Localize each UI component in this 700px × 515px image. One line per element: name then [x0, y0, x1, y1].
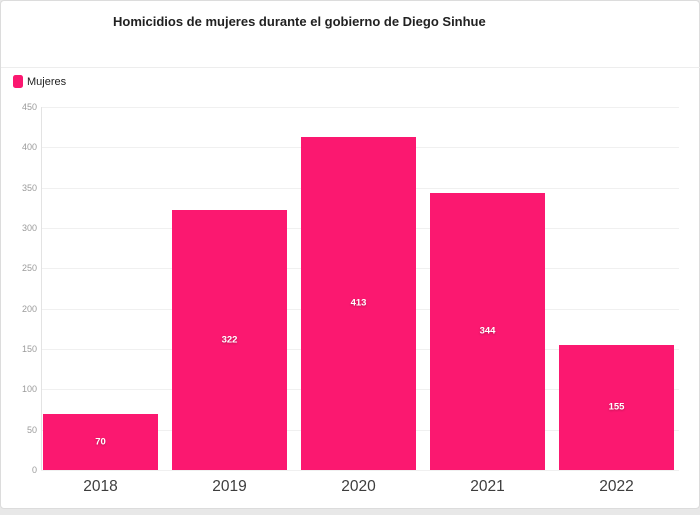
y-tick-label: 250 [21, 263, 37, 273]
x-tick-label: 2022 [599, 478, 634, 495]
y-axis-line [41, 107, 42, 470]
bar-value-label: 344 [479, 325, 496, 337]
y-tick-label: 0 [31, 465, 37, 475]
bar-2018[interactable]: 70 [43, 413, 158, 470]
bar-2019[interactable]: 322 [172, 210, 287, 470]
legend: Mujeres [13, 75, 66, 88]
bar-2021[interactable]: 344 [430, 192, 545, 470]
y-tick-label: 150 [21, 344, 37, 354]
y-tick-label: 200 [21, 304, 37, 314]
y-tick-label: 450 [21, 102, 37, 112]
chart-title: Homicidios de mujeres durante el gobiern… [113, 14, 486, 29]
legend-label: Mujeres [27, 75, 67, 88]
y-tick-label: 50 [26, 425, 37, 435]
bar-value-label: 155 [608, 401, 625, 413]
header-divider [1, 67, 700, 68]
legend-swatch [13, 75, 23, 88]
bar-value-label: 322 [221, 334, 238, 346]
bar-2022[interactable]: 155 [559, 344, 674, 470]
y-tick-label: 300 [21, 223, 37, 233]
x-tick-label: 2021 [470, 478, 505, 495]
y-tick-label: 350 [21, 183, 37, 193]
x-tick-label: 2018 [83, 478, 118, 495]
gridline [41, 107, 679, 108]
y-tick-label: 400 [21, 142, 37, 152]
bar-value-label: 413 [350, 297, 367, 309]
x-tick-label: 2020 [341, 478, 376, 495]
x-tick-label: 2019 [212, 478, 247, 495]
gridline [41, 470, 679, 471]
bar-value-label: 70 [95, 436, 106, 448]
bar-2020[interactable]: 413 [301, 136, 416, 470]
y-tick-label: 100 [21, 384, 37, 394]
